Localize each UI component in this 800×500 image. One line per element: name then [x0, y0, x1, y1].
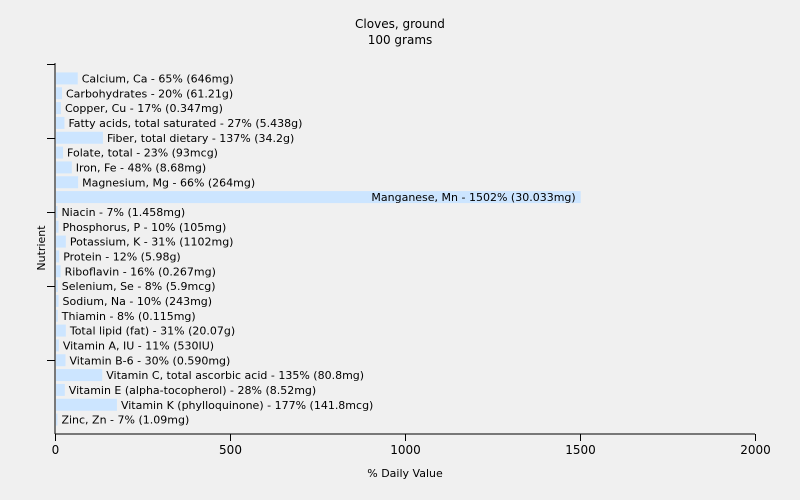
y-axis-ticks: [47, 64, 55, 361]
x-tick-label: 2000: [740, 443, 771, 457]
bar: [56, 265, 61, 278]
bar-label: Riboflavin - 16% (0.267mg): [65, 265, 216, 278]
bar: [56, 220, 59, 233]
bar-label: Copper, Cu - 17% (0.347mg): [65, 102, 223, 115]
bar: [56, 280, 58, 293]
bar-label: Zinc, Zn - 7% (1.09mg): [61, 414, 189, 427]
bar-label: Manganese, Mn - 1502% (30.033mg): [371, 191, 575, 204]
bar-label: Thiamin - 8% (0.115mg): [61, 310, 196, 323]
x-tick-label: 1500: [565, 443, 596, 457]
bar-label: Selenium, Se - 8% (5.9mcg): [62, 280, 216, 293]
bar: [56, 383, 65, 396]
bar-label: Sodium, Na - 10% (243mg): [63, 295, 213, 308]
x-axis-ticks: 0 500 1000 1500 2000: [52, 434, 771, 457]
bar-label: Vitamin C, total ascorbic acid - 135% (8…: [106, 369, 364, 382]
x-tick-label: 500: [219, 443, 242, 457]
bar-label: Total lipid (fat) - 31% (20.07g): [69, 325, 235, 338]
bar-label: Calcium, Ca - 65% (646mg): [82, 72, 234, 85]
bar: [56, 102, 61, 115]
bar: [56, 72, 78, 85]
bar-label: Fatty acids, total saturated - 27% (5.43…: [68, 117, 302, 130]
bar: [56, 354, 66, 367]
bar-label: Iron, Fe - 48% (8.68mg): [76, 161, 206, 174]
bar: [56, 191, 581, 204]
bar-label: Vitamin K (phylloquinone) - 177% (141.8m…: [121, 399, 373, 412]
bar: [56, 87, 62, 100]
bar: [56, 176, 79, 189]
bar-label-group: Calcium, Ca - 65% (646mg) Carbohydrates -…: [61, 72, 576, 426]
bar-label: Niacin - 7% (1.458mg): [61, 206, 185, 219]
bar-label: Phosphorus, P - 10% (105mg): [63, 221, 227, 234]
bar: [56, 116, 65, 129]
bar: [56, 161, 72, 174]
chart-subtitle: 100 grams: [368, 33, 433, 47]
x-tick-label: 0: [52, 443, 60, 457]
bar-label: Vitamin E (alpha-tocopherol) - 28% (8.52…: [69, 384, 316, 397]
chart-title: Cloves, ground: [355, 17, 445, 31]
bar: [56, 235, 66, 248]
bar: [56, 250, 60, 263]
bar: [56, 398, 117, 411]
x-axis-title: % Daily Value: [367, 467, 443, 480]
bar-label: Folate, total - 23% (93mcg): [67, 147, 218, 160]
bar-label: Vitamin A, IU - 11% (530IU): [63, 339, 214, 352]
bar-series: [56, 72, 581, 426]
bar-label: Carbohydrates - 20% (61.21g): [66, 87, 233, 100]
bar: [56, 146, 64, 159]
bar-label: Fiber, total dietary - 137% (34.2g): [107, 132, 294, 145]
bar-label: Potassium, K - 31% (1102mg): [70, 236, 234, 249]
bar: [56, 294, 59, 307]
bar-label: Vitamin B-6 - 30% (0.590mg): [70, 354, 231, 367]
bar: [56, 309, 58, 322]
bar: [56, 205, 58, 218]
bar: [56, 413, 58, 426]
bar: [56, 324, 66, 337]
bar: [56, 131, 103, 144]
bar: [56, 369, 103, 382]
bar-label: Protein - 12% (5.98g): [63, 250, 181, 263]
bar: [56, 339, 59, 352]
y-axis-title: Nutrient: [35, 225, 48, 271]
bar-label: Magnesium, Mg - 66% (264mg): [82, 176, 255, 189]
x-tick-label: 1000: [390, 443, 421, 457]
